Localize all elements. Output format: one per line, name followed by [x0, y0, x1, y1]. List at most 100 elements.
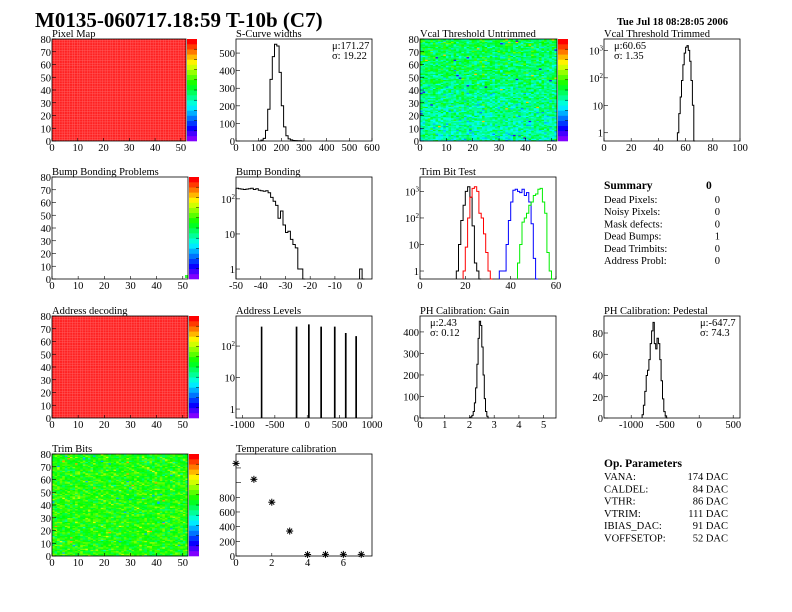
- op-parameter-value: 111 DAC: [688, 509, 728, 520]
- plot-frame: [603, 38, 741, 142]
- op-parameter-label: VTHR:: [604, 497, 636, 508]
- y-tick-label: 300: [403, 349, 419, 360]
- canvas-date: Tue Jul 18 08:28:05 2006: [617, 17, 728, 28]
- y-tick-label: 30: [409, 99, 420, 110]
- heatmap-cells: [52, 39, 186, 141]
- y-tick-label: 10: [41, 401, 52, 412]
- y-tick-label: 0: [46, 414, 51, 425]
- stats-line: σ: 0.12: [430, 328, 460, 339]
- x-tick-label: 4: [305, 558, 311, 569]
- summary-value: 0: [715, 219, 720, 230]
- op-parameter-label: CALDEL:: [604, 484, 648, 495]
- y-tick-label: 60: [41, 61, 52, 72]
- heatmap-fill: [52, 39, 186, 141]
- x-tick-label: 20: [99, 558, 110, 569]
- histogram: [469, 320, 490, 419]
- op-parameter-label: VANA:: [604, 472, 636, 483]
- plot-title: Vcal Threshold Trimmed: [604, 29, 711, 40]
- plot-frame: [235, 315, 373, 419]
- y-tick-label: 10: [409, 124, 420, 135]
- y-tick-label: 40: [41, 224, 52, 235]
- y-tick-label: 20: [593, 393, 604, 404]
- plot-title: Temperature calibration: [236, 444, 337, 455]
- y-tick-label: 0: [414, 414, 419, 425]
- x-tick-label: 0: [305, 420, 310, 431]
- y-tick-label: 10: [225, 374, 236, 385]
- x-tick-label: -1000: [230, 420, 255, 431]
- summary-label: Noisy Pixels:: [604, 207, 660, 218]
- histogram-series-0: [455, 186, 482, 280]
- x-tick-label: 40: [151, 281, 162, 292]
- x-tick-label: 100: [732, 143, 748, 154]
- op-parameters-panel: Op. Parameters VANA: 174 DAC CALDEL: 84 DAC…: [604, 458, 728, 545]
- x-tick-label: 40: [150, 143, 161, 154]
- y-tick-label: 60: [41, 338, 52, 349]
- color-palette: [189, 177, 199, 280]
- histogram: [258, 43, 304, 142]
- summary-value: 1: [715, 232, 720, 243]
- y-tick-label: 20: [41, 112, 52, 123]
- y-tick-label: 40: [41, 501, 52, 512]
- y-tick-label: 40: [593, 372, 604, 383]
- summary-heading: Summary: [604, 180, 653, 192]
- y-tick-label: 400: [403, 328, 419, 339]
- y-tick-label: 70: [41, 325, 52, 336]
- stats-line: σ: 74.3: [700, 328, 730, 339]
- data-point: [250, 475, 258, 483]
- histogram-series-1: [462, 186, 493, 280]
- data-point: [286, 527, 294, 535]
- x-tick-label: 0: [697, 420, 702, 431]
- x-tick-label: 0: [49, 281, 54, 292]
- y-tick-label: 20: [409, 112, 420, 123]
- x-tick-label: 3: [492, 420, 497, 431]
- y-tick-label: 500: [219, 49, 235, 60]
- y-tick-label: 0: [414, 137, 419, 148]
- x-tick-label: 10: [73, 558, 84, 569]
- y-tick-label: 10: [225, 230, 236, 241]
- x-tick-label: 40: [505, 281, 516, 292]
- canvas-title: M0135-060717.18:59 T-10b (C7): [35, 8, 323, 32]
- y-tick-label: 10: [41, 262, 52, 273]
- y-tick-label: 0: [46, 137, 51, 148]
- summary-value: 0: [715, 207, 720, 218]
- summary-total: 0: [706, 180, 712, 192]
- y-tick-label: 10: [409, 240, 420, 251]
- op-parameter-label: VTRIM:: [604, 509, 641, 520]
- x-tick-label: 0: [417, 143, 422, 154]
- y-tick-label: 20: [41, 250, 52, 261]
- op-parameters-heading: Op. Parameters: [604, 458, 682, 470]
- x-tick-label: 30: [125, 420, 136, 431]
- summary-label: Dead Pixels:: [604, 195, 657, 206]
- stats-line: μ:171.27: [332, 41, 369, 52]
- plot-title: Trim Bit Test: [420, 167, 476, 178]
- histogram: [260, 324, 357, 418]
- y-tick-label: 40: [41, 86, 52, 97]
- x-tick-label: -40: [254, 281, 268, 292]
- y-tick-label: 30: [41, 514, 52, 525]
- x-tick-label: 40: [151, 420, 162, 431]
- y-tick-label: 10: [593, 101, 604, 112]
- x-tick-label: 30: [124, 143, 135, 154]
- plot-title: Pixel Map: [52, 29, 95, 40]
- plot-title: PH Calibration: Pedestal: [604, 306, 708, 317]
- y-tick-label: 100: [403, 392, 419, 403]
- x-tick-label: 10: [73, 143, 84, 154]
- color-palette: [189, 316, 199, 419]
- x-tick-label: 100: [251, 143, 267, 154]
- x-tick-label: 80: [708, 143, 719, 154]
- summary-value: 0: [715, 195, 720, 206]
- y-tick-label: 50: [41, 73, 52, 84]
- x-tick-label: 50: [178, 281, 189, 292]
- y-tick-label: 50: [41, 211, 52, 222]
- x-tick-label: 30: [494, 143, 505, 154]
- x-tick-label: 2: [467, 420, 472, 431]
- op-parameter-label: IBIAS_DAC:: [604, 521, 662, 532]
- y-tick-label: 70: [41, 48, 52, 59]
